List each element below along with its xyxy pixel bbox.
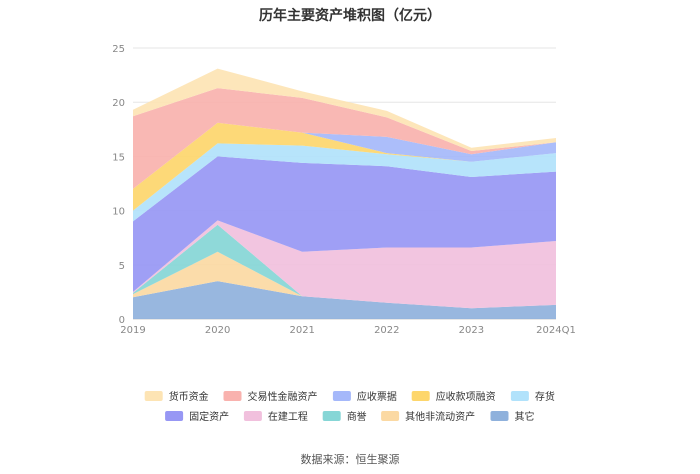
- chart-title: 历年主要资产堆积图（亿元）: [259, 8, 441, 24]
- y-tick-label: 0: [119, 315, 125, 326]
- area-series[interactable]: [133, 251, 556, 309]
- axis-labels: 0 5 10 15 20 25 2019 2020 2021 2022 2023 2024Q1: [112, 44, 576, 336]
- y-tick-label: 20: [112, 98, 125, 109]
- legend-item[interactable]: 存货: [510, 390, 555, 403]
- legend-swatch: [381, 411, 400, 421]
- legend-swatch: [165, 411, 184, 421]
- legend-item[interactable]: 其他非流动资产: [381, 410, 475, 423]
- legend-swatch: [322, 411, 341, 421]
- y-tick-label: 5: [119, 261, 125, 272]
- legend-item[interactable]: 应收款项融资: [411, 390, 496, 403]
- area-series[interactable]: [133, 224, 556, 309]
- legend-label: 应收票据: [357, 390, 397, 403]
- area-series[interactable]: [133, 156, 556, 292]
- area-series[interactable]: [133, 220, 556, 309]
- x-tick-label: 2020: [205, 325, 230, 336]
- area-series-layer: [133, 68, 556, 319]
- x-tick-label: 2024Q1: [536, 325, 576, 336]
- legend-swatch: [223, 391, 242, 401]
- legend-swatch: [243, 411, 262, 421]
- legend-label: 交易性金融资产: [248, 390, 318, 403]
- legend-label: 在建工程: [268, 410, 308, 423]
- x-tick-label: 2022: [374, 325, 399, 336]
- legend-item[interactable]: 在建工程: [243, 410, 308, 423]
- source-note: 数据来源：恒生聚源: [300, 453, 400, 466]
- x-tick-label: 2021: [289, 325, 314, 336]
- legend-label: 其他非流动资产: [405, 410, 475, 423]
- legend-item[interactable]: 应收票据: [332, 390, 397, 403]
- legend-swatch: [144, 391, 163, 401]
- y-tick-label: 25: [112, 44, 125, 55]
- legend-swatch: [411, 391, 430, 401]
- legend-item[interactable]: 商誉: [322, 410, 367, 423]
- legend-label: 货币资金: [169, 390, 209, 403]
- legend-item[interactable]: 交易性金融资产: [223, 390, 318, 403]
- area-series[interactable]: [133, 88, 556, 189]
- legend-label: 固定资产: [189, 410, 229, 423]
- legend-swatch: [332, 391, 351, 401]
- y-tick-label: 10: [112, 207, 125, 218]
- legend-label: 存货: [535, 390, 555, 403]
- area-series[interactable]: [133, 122, 556, 189]
- x-tick-label: 2019: [120, 325, 145, 336]
- legend-swatch: [490, 411, 509, 421]
- area-series[interactable]: [133, 143, 556, 222]
- legend-swatch: [510, 391, 529, 401]
- x-tick-label: 2023: [459, 325, 484, 336]
- legend-item[interactable]: 货币资金: [144, 390, 209, 403]
- legend-label: 应收款项融资: [436, 390, 496, 403]
- area-series[interactable]: [133, 68, 556, 151]
- legend-label: 其它: [515, 410, 535, 423]
- area-series[interactable]: [133, 281, 556, 319]
- y-tick-label: 15: [112, 152, 125, 163]
- legend-item[interactable]: 其它: [490, 410, 535, 423]
- legend-label: 商誉: [347, 410, 367, 423]
- legend-item[interactable]: 固定资产: [165, 410, 229, 423]
